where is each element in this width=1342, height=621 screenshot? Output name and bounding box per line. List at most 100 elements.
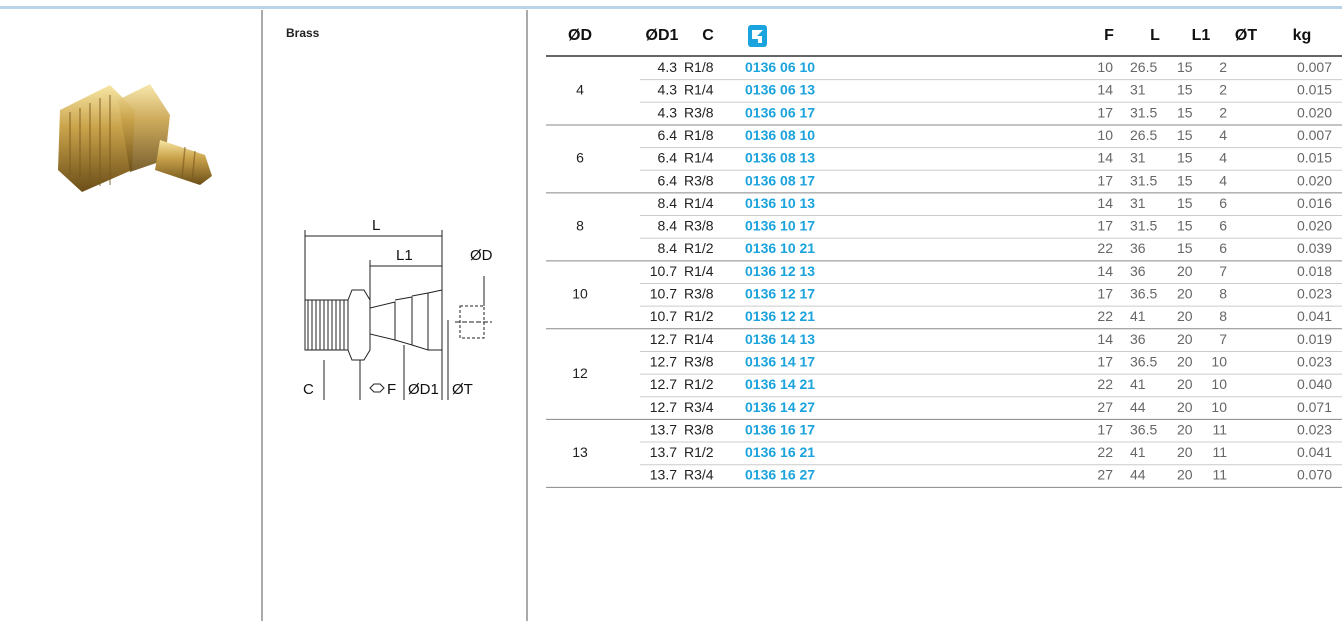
technical-drawing <box>304 230 492 400</box>
cell: 6 <box>576 150 584 166</box>
cell: 4 <box>576 82 584 98</box>
cell: 10 <box>1211 376 1227 392</box>
cell: 31 <box>1130 195 1146 211</box>
cell: 14 <box>1097 263 1113 279</box>
cell: 0136 10 21 <box>745 240 815 256</box>
cell: 11 <box>1212 421 1227 437</box>
column-header: C <box>702 27 714 44</box>
column-header: kg <box>1293 27 1312 44</box>
cell: 6.4 <box>658 127 678 143</box>
product-photo <box>58 84 212 192</box>
cell: 12.7 <box>650 376 677 392</box>
cell: 0.020 <box>1297 104 1332 120</box>
cell: 10.7 <box>650 308 677 324</box>
top-rule <box>0 6 1342 9</box>
cell: 0.023 <box>1297 421 1332 437</box>
cell: 31.5 <box>1130 172 1157 188</box>
cell: 0.015 <box>1297 82 1332 98</box>
cell: 0.070 <box>1297 467 1332 483</box>
dim-label: ØD <box>470 247 493 264</box>
cell: R3/8 <box>684 172 714 188</box>
cell: R3/8 <box>684 286 714 302</box>
cell: 0.007 <box>1297 127 1332 143</box>
column-header: F <box>1104 27 1114 44</box>
cell: 0.015 <box>1297 150 1332 166</box>
cell: 36.5 <box>1130 353 1157 369</box>
cell: 13.7 <box>650 421 677 437</box>
cell: 4.3 <box>658 82 678 98</box>
cell: 10 <box>1211 353 1227 369</box>
cell: R1/2 <box>684 240 714 256</box>
cell: 17 <box>1097 286 1113 302</box>
cell: 4.3 <box>658 59 678 75</box>
dim-label: L <box>372 217 380 234</box>
cell: 6 <box>1219 240 1227 256</box>
cell: 20 <box>1177 421 1193 437</box>
cell: 31.5 <box>1130 104 1157 120</box>
column-header: L1 <box>1192 27 1211 44</box>
cell: 0136 14 13 <box>745 331 815 347</box>
cell: 17 <box>1097 104 1113 120</box>
cell: 6.4 <box>658 172 678 188</box>
cell: 0.041 <box>1297 308 1332 324</box>
cell: 15 <box>1177 195 1193 211</box>
cell: 13.7 <box>650 444 677 460</box>
cell: 6 <box>1219 195 1227 211</box>
cell: 0.007 <box>1297 59 1332 75</box>
cell: 14 <box>1097 82 1113 98</box>
cell: R1/2 <box>684 308 714 324</box>
cell: 2 <box>1219 104 1227 120</box>
cell: 14 <box>1097 150 1113 166</box>
cell: R1/4 <box>684 263 714 279</box>
cell: R1/8 <box>684 127 714 143</box>
cell: 0136 06 13 <box>745 82 815 98</box>
cell: 22 <box>1097 240 1113 256</box>
cell: 41 <box>1130 376 1146 392</box>
cell: 15 <box>1177 104 1193 120</box>
cell: 10 <box>572 286 588 302</box>
cell: 17 <box>1097 172 1113 188</box>
cell: 0136 06 17 <box>745 104 815 120</box>
cell: 0.071 <box>1297 399 1332 415</box>
cell: 10 <box>1211 399 1227 415</box>
cell: 0.020 <box>1297 218 1332 234</box>
cell: 4 <box>1219 172 1227 188</box>
cell: 41 <box>1130 444 1146 460</box>
cell: 36 <box>1130 263 1146 279</box>
cell: 15 <box>1177 127 1193 143</box>
cell: 8 <box>1219 286 1227 302</box>
cell: 8 <box>576 218 584 234</box>
cell: 15 <box>1177 218 1193 234</box>
cell: 4 <box>1219 150 1227 166</box>
cell: 20 <box>1177 308 1193 324</box>
table: ØD ØD1 C F L L1 ØT kg 4.3 R1/8 0136 06 10 10 26.5 15 2… <box>546 27 1342 488</box>
cell: 0136 14 21 <box>745 376 815 392</box>
cell: R1/4 <box>684 150 714 166</box>
cell: 20 <box>1177 331 1193 347</box>
cell: 15 <box>1177 172 1193 188</box>
cell: 0.039 <box>1297 240 1332 256</box>
cell: 10 <box>1097 59 1113 75</box>
cell: 2 <box>1219 59 1227 75</box>
cell: 0136 08 17 <box>745 172 815 188</box>
cell: 0136 12 13 <box>745 263 815 279</box>
cell: 7 <box>1219 331 1227 347</box>
dim-label: F <box>387 381 396 398</box>
cell: 0.016 <box>1297 195 1332 211</box>
cell: 36.5 <box>1130 421 1157 437</box>
cell: 10.7 <box>650 263 677 279</box>
cell: 0136 08 13 <box>745 150 815 166</box>
cell: 0136 16 17 <box>745 421 815 437</box>
cell: 8.4 <box>658 218 678 234</box>
column-header: ØT <box>1235 27 1257 44</box>
dim-label: ØT <box>452 381 473 398</box>
cell: 27 <box>1097 399 1113 415</box>
cell: 14 <box>1097 195 1113 211</box>
dim-label: L1 <box>396 247 413 264</box>
cell: 0.041 <box>1297 444 1332 460</box>
cell: 0136 12 21 <box>745 308 815 324</box>
cell: R1/2 <box>684 444 714 460</box>
cell: 17 <box>1097 353 1113 369</box>
cell: R1/2 <box>684 376 714 392</box>
cell: 0136 12 17 <box>745 286 815 302</box>
